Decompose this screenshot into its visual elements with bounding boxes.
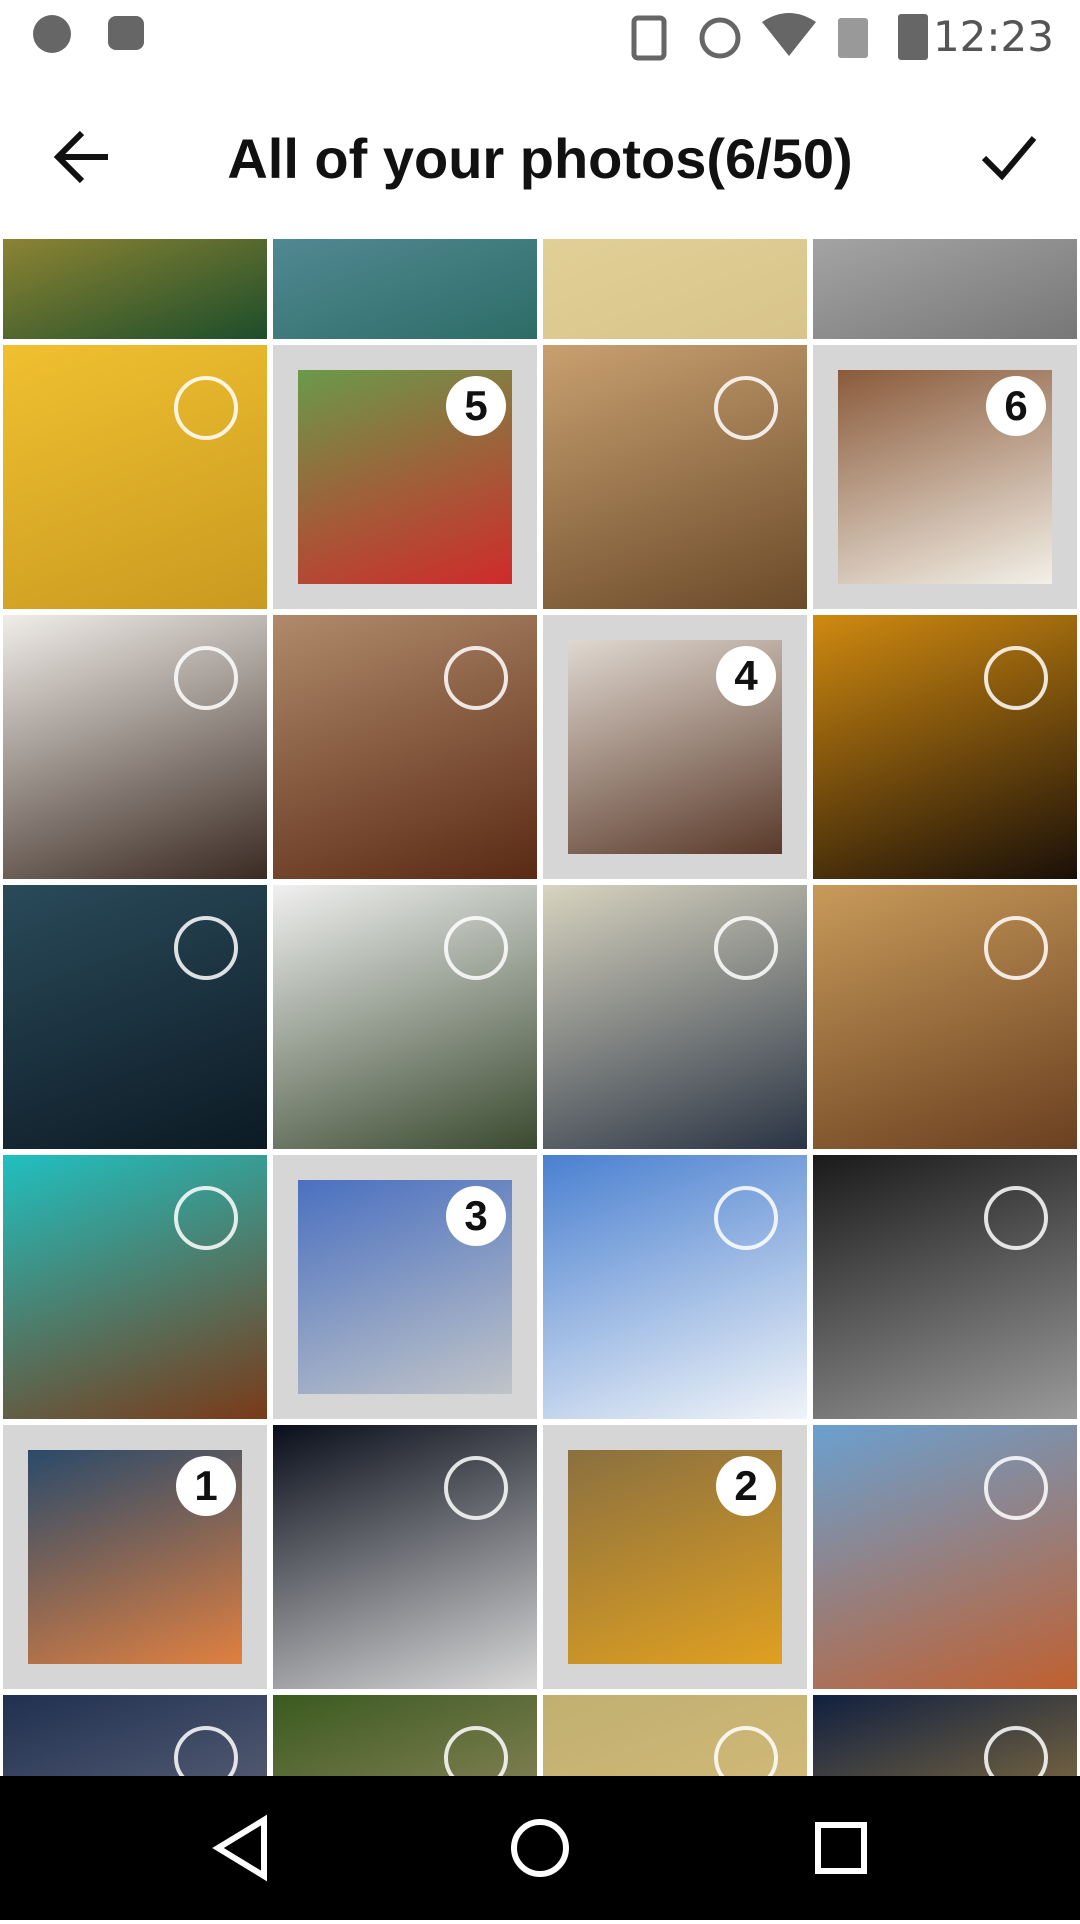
selection-ring[interactable] bbox=[984, 1726, 1048, 1776]
app-bar: All of your photos(6/50) bbox=[0, 76, 1080, 239]
selection-ring[interactable] bbox=[714, 916, 778, 980]
android-icon bbox=[108, 16, 144, 50]
selection-badge: 2 bbox=[716, 1456, 776, 1516]
vibrate-icon bbox=[631, 15, 667, 61]
sim-icon bbox=[838, 18, 868, 58]
confirm-button[interactable] bbox=[981, 136, 1037, 181]
photo-cell[interactable] bbox=[3, 615, 267, 879]
selection-ring[interactable] bbox=[174, 1726, 238, 1776]
selection-badge: 5 bbox=[446, 376, 506, 436]
status-bar: 12:23 bbox=[0, 0, 1080, 76]
back-button[interactable] bbox=[53, 130, 108, 184]
photo bbox=[813, 239, 1077, 339]
alarm-icon bbox=[699, 17, 741, 59]
selection-ring[interactable] bbox=[444, 1456, 508, 1520]
selection-ring[interactable] bbox=[174, 916, 238, 980]
photo-cell[interactable] bbox=[813, 1155, 1077, 1419]
photo-cell[interactable] bbox=[543, 1695, 807, 1776]
photo-cell[interactable]: 5 bbox=[273, 345, 537, 609]
clock: 12:23 bbox=[932, 12, 1054, 61]
status-icons bbox=[33, 13, 928, 61]
photo-cell[interactable] bbox=[273, 1425, 537, 1689]
photo-cell[interactable]: 2 bbox=[543, 1425, 807, 1689]
title: All of your photos(6/50) bbox=[227, 127, 853, 190]
photo-cell[interactable] bbox=[813, 885, 1077, 1149]
photo-cell[interactable] bbox=[813, 1695, 1077, 1776]
selection-ring[interactable] bbox=[984, 1186, 1048, 1250]
photo-cell[interactable] bbox=[813, 615, 1077, 879]
photo-cell[interactable] bbox=[3, 1695, 267, 1776]
photo-cell[interactable] bbox=[813, 239, 1077, 339]
photo-cell[interactable] bbox=[273, 239, 537, 339]
selection-ring[interactable] bbox=[714, 1186, 778, 1250]
battery-icon bbox=[898, 14, 928, 60]
photo-cell[interactable] bbox=[543, 885, 807, 1149]
photo-cell[interactable] bbox=[273, 1695, 537, 1776]
photo-cell[interactable] bbox=[273, 885, 537, 1149]
selection-ring[interactable] bbox=[984, 1456, 1048, 1520]
photo bbox=[273, 239, 537, 339]
selection-ring[interactable] bbox=[174, 376, 238, 440]
selection-ring[interactable] bbox=[174, 646, 238, 710]
photo-cell[interactable] bbox=[813, 1425, 1077, 1689]
photo bbox=[543, 239, 807, 339]
photo-cell[interactable] bbox=[3, 239, 267, 339]
photo-cell[interactable] bbox=[543, 239, 807, 339]
photo-cell[interactable]: 6 bbox=[813, 345, 1077, 609]
selection-ring[interactable] bbox=[984, 916, 1048, 980]
home-nav[interactable] bbox=[511, 1819, 569, 1877]
photo-cell[interactable]: 1 bbox=[3, 1425, 267, 1689]
photo-cell[interactable]: 3 bbox=[273, 1155, 537, 1419]
selection-ring[interactable] bbox=[174, 1186, 238, 1250]
selection-ring[interactable] bbox=[444, 1726, 508, 1776]
photo-cell[interactable] bbox=[3, 1155, 267, 1419]
hangouts-icon bbox=[33, 15, 71, 53]
wifi-icon bbox=[762, 13, 816, 56]
selection-badge: 4 bbox=[716, 646, 776, 706]
photo-cell[interactable] bbox=[3, 885, 267, 1149]
selection-ring[interactable] bbox=[714, 376, 778, 440]
recents-nav[interactable] bbox=[815, 1822, 867, 1874]
photo-cell[interactable] bbox=[543, 1155, 807, 1419]
selection-ring[interactable] bbox=[984, 646, 1048, 710]
photo-cell[interactable] bbox=[3, 345, 267, 609]
selection-badge: 3 bbox=[446, 1186, 506, 1246]
photo-grid: 5 6 4 3 1 2 bbox=[0, 239, 1080, 1776]
selection-ring[interactable] bbox=[714, 1726, 778, 1776]
navigation-bar bbox=[0, 1776, 1080, 1920]
selection-ring[interactable] bbox=[444, 646, 508, 710]
photo-cell[interactable] bbox=[273, 615, 537, 879]
back-nav[interactable] bbox=[212, 1814, 267, 1882]
photo-cell[interactable]: 4 bbox=[543, 615, 807, 879]
nav-icons bbox=[212, 1814, 867, 1882]
photo-cell[interactable] bbox=[543, 345, 807, 609]
selection-badge: 6 bbox=[986, 376, 1046, 436]
selection-ring[interactable] bbox=[444, 916, 508, 980]
photo bbox=[3, 239, 267, 339]
app-bar-icons bbox=[53, 130, 1037, 184]
selection-badge: 1 bbox=[176, 1456, 236, 1516]
